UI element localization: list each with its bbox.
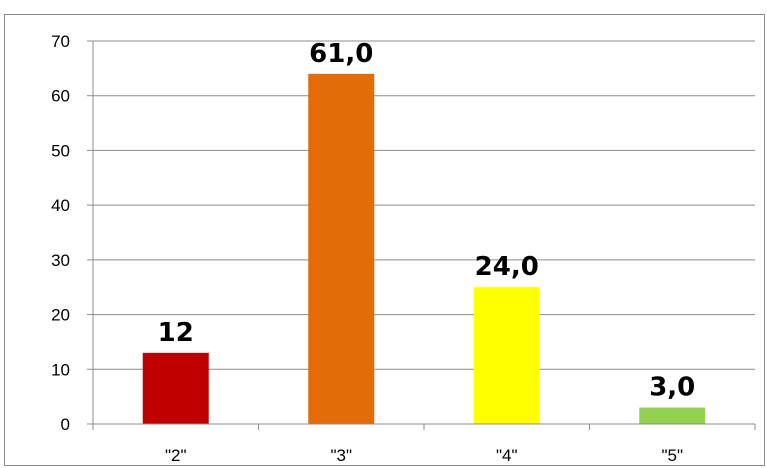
x-axis — [92, 423, 756, 430]
data-labels: 12 61,0 24,0 3,0 — [158, 39, 696, 403]
y-tick-label-4: 40 — [51, 196, 70, 215]
y-tick-label-5: 50 — [51, 141, 70, 160]
y-tick-label-3: 30 — [51, 251, 70, 270]
bar-3 — [639, 407, 706, 424]
x-tick-label-3: "5" — [661, 446, 683, 465]
data-label-0: 12 — [158, 318, 194, 348]
bar-2 — [473, 287, 540, 424]
data-label-2: 24,0 — [475, 252, 539, 282]
data-label-3: 3,0 — [649, 373, 695, 403]
y-tick-label-0: 0 — [61, 415, 70, 434]
bar-0 — [142, 352, 209, 424]
y-tick-label-6: 60 — [51, 87, 70, 106]
chart-frame — [4, 14, 765, 466]
x-tick-label-0: "2" — [165, 446, 187, 465]
y-tick-label-2: 20 — [51, 306, 70, 325]
y-tick-label-7: 70 — [51, 32, 70, 51]
bar-1 — [308, 73, 375, 424]
x-tick-label-1: "3" — [330, 446, 352, 465]
y-axis-ticks: 0 10 20 30 40 50 60 70 — [51, 32, 94, 434]
bars — [142, 73, 706, 424]
x-axis-ticks: "2" "3" "4" "5" — [165, 446, 683, 465]
y-tick-label-1: 10 — [51, 360, 70, 379]
data-label-1: 61,0 — [309, 39, 373, 69]
x-tick-label-2: "4" — [496, 446, 518, 465]
